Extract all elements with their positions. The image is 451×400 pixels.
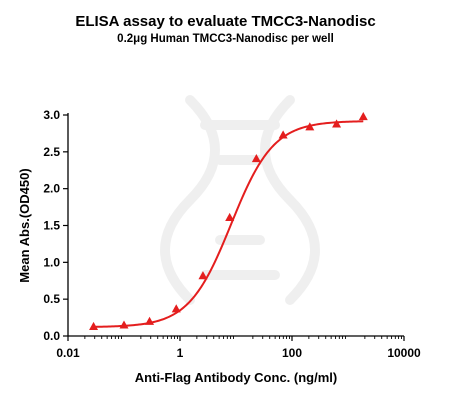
data-point-triangle xyxy=(251,153,261,163)
data-point-triangle xyxy=(119,320,129,329)
y-axis-label: Mean Abs.(OD450) xyxy=(17,168,32,282)
chart-title: ELISA assay to evaluate TMCC3-Nanodisc xyxy=(75,13,376,30)
x-tick-label: 1 xyxy=(177,346,184,360)
y-tick-label: 0.0 xyxy=(43,329,60,343)
data-point-triangle xyxy=(332,119,342,128)
y-tick-label: 2.5 xyxy=(43,145,60,159)
data-point-triangle xyxy=(171,304,181,313)
y-tick-label: 1.0 xyxy=(43,255,60,269)
x-axis-label: Anti-Flag Antibody Conc. (ng/ml) xyxy=(135,370,337,385)
data-point-triangle xyxy=(358,111,368,121)
data-point-triangle xyxy=(145,316,155,325)
data-point-triangle xyxy=(305,122,315,131)
y-tick-label: 0.5 xyxy=(43,292,60,306)
y-tick-label: 1.5 xyxy=(43,219,60,233)
x-tick-label: 10000 xyxy=(387,346,421,360)
x-tick-label: 0.01 xyxy=(56,346,80,360)
axes: 0.0 0.5 1.0 1.5 2.0 2.5 3.0 0.01 1 100 10000 xyxy=(43,108,421,360)
data-point-triangle xyxy=(89,321,99,331)
y-tick-label: 2.0 xyxy=(43,182,60,196)
y-tick-label: 3.0 xyxy=(43,108,60,122)
chart-subtitle: 0.2μg Human TMCC3-Nanodisc per well xyxy=(117,33,334,45)
data-point-triangle xyxy=(225,212,235,221)
fit-curve-layer xyxy=(93,120,364,328)
fit-curve xyxy=(93,120,364,328)
watermark-logo xyxy=(160,95,320,305)
data-point-triangle xyxy=(278,130,288,139)
data-points xyxy=(89,111,368,331)
x-tick-label: 100 xyxy=(282,346,302,360)
data-point-triangle xyxy=(198,271,208,280)
